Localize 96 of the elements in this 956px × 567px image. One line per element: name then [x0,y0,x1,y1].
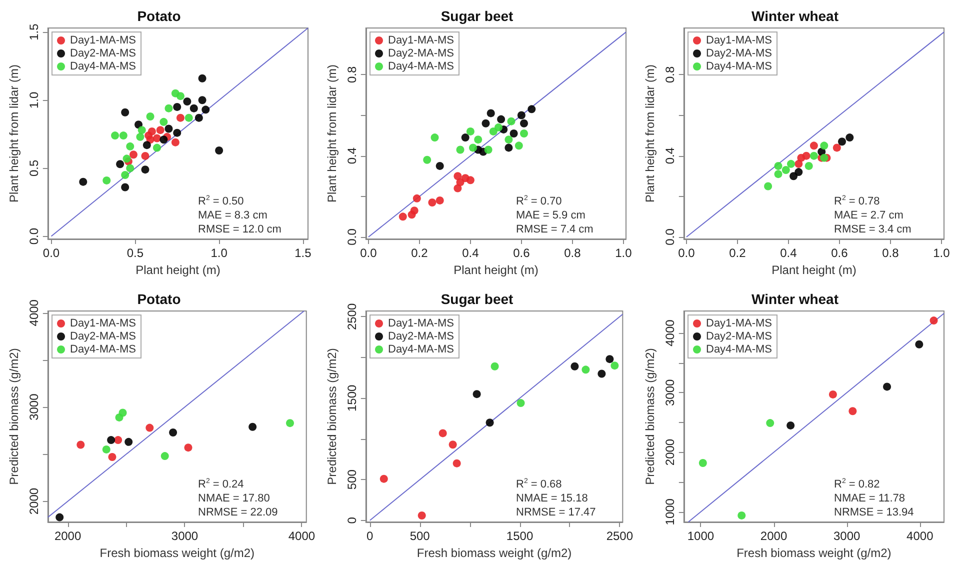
y-tick-label: 1.0 [26,91,41,108]
annotation: NRMSE = 22.09 [198,506,278,518]
chart-title: Winter wheat [752,8,839,24]
y-tick-label: 0.0 [344,228,359,246]
x-tick-label: 0.0 [678,246,696,260]
y-axis-title: Predicted biomass (g/m2) [325,348,339,485]
annotation: NRMSE = 13.94 [834,506,914,518]
x-tick-label: 0.4 [462,246,480,260]
chart-title: Winter wheat [752,291,839,307]
x-tick-label: 0.6 [513,246,530,260]
legend-label: Day1-MA-MS [388,318,454,330]
y-tick-label: 2000 [26,488,41,515]
y-tick-label: 0.8 [662,66,677,84]
x-tick-label: 1500 [506,529,534,543]
y-tick-label: 2000 [662,438,677,466]
annotation: RMSE = 7.4 cm [516,224,594,236]
x-tick-label: 500 [410,529,430,543]
y-tick-label: 0.4 [662,147,677,164]
legend-label: Day2-MA-MS [706,330,772,342]
x-tick-label: 4000 [906,529,934,543]
legend-label: Day4-MA-MS [70,60,136,72]
y-axis-title: Plant height from lidar (m) [325,64,339,203]
legend-label: Day2-MA-MS [706,48,772,60]
x-tick-label: 0.8 [882,246,900,260]
x-tick-label: 0.2 [729,246,746,260]
x-tick-label: 1.0 [615,246,632,260]
y-tick-label: 0.0 [662,228,677,246]
x-axis-title: Plant height (m) [772,262,856,277]
x-tick-label: 0.4 [780,246,798,260]
y-tick-label: 1.5 [26,23,41,40]
annotation: MAE = 2.7 cm [834,210,904,222]
x-tick-label: 1000 [687,529,714,543]
x-tick-label: 0.5 [126,246,144,260]
x-tick-label: 4000 [288,529,316,543]
x-tick-label: 0.0 [42,246,60,260]
y-axis-title: Predicted biomass (g/m2) [643,348,657,485]
x-tick-label: 0.6 [831,246,848,260]
legend-label: Day4-MA-MS [388,60,454,72]
y-tick-label: 1500 [344,384,359,412]
y-tick-label: 0.5 [26,160,41,177]
chart-title: Sugar beet [440,8,514,24]
y-tick-label: 4000 [26,299,41,326]
legend-label: Day1-MA-MS [706,34,772,46]
legend-label: Day4-MA-MS [706,60,772,72]
x-tick-label: 0 [366,529,374,543]
annotation: NMAE = 15.18 [516,492,588,504]
y-axis-title: Plant height from lidar (m) [7,64,21,203]
x-tick-label: 1.0 [210,246,228,260]
x-tick-label: 1.0 [933,246,950,260]
y-tick-label: 4000 [662,319,677,346]
x-axis-title: Fresh biomass weight (g/m2) [736,546,892,560]
legend-label: Day4-MA-MS [706,344,772,356]
x-tick-label: 3000 [171,529,198,543]
legend-label: Day4-MA-MS [388,344,454,356]
legend-label: Day2-MA-MS [388,330,454,342]
x-tick-label: 0.8 [564,246,582,260]
x-axis-title: Fresh biomass weight (g/m2) [100,546,254,560]
annotation: MAE = 8.3 cm [198,210,268,222]
legend-label: Day1-MA-MS [388,34,454,46]
y-tick-label: 0 [344,516,359,524]
x-tick-label: 2500 [606,529,634,543]
y-tick-label: 0.0 [26,228,41,245]
legend-label: Day2-MA-MS [388,48,454,60]
x-axis-title: Plant height (m) [454,262,538,277]
x-tick-label: 3000 [833,529,860,543]
legend-label: Day1-MA-MS [70,34,136,46]
legend-label: Day1-MA-MS [706,318,772,330]
annotation: NRMSE = 17.47 [516,506,596,518]
x-tick-label: 1.5 [294,246,312,260]
y-tick-label: 3000 [662,378,677,406]
annotation: RMSE = 3.4 cm [834,224,912,236]
y-tick-label: 0.4 [344,147,359,164]
annotation: NMAE = 17.80 [198,492,270,504]
annotation: RMSE = 12.0 cm [198,224,282,236]
y-tick-label: 500 [344,469,359,490]
x-tick-label: 2000 [54,529,82,543]
y-tick-label: 2500 [344,303,359,330]
y-tick-label: 3000 [26,393,41,420]
legend-label: Day1-MA-MS [70,318,136,330]
x-axis-title: Plant height (m) [136,262,220,277]
annotation: NMAE = 11.78 [834,492,906,504]
legend-label: Day4-MA-MS [70,344,136,356]
y-tick-label: 0.8 [344,66,359,84]
x-axis-title: Fresh biomass weight (g/m2) [416,546,572,560]
y-axis-title: Predicted biomass (g/m2) [7,348,21,485]
y-tick-label: 1000 [662,498,677,526]
chart-title: Potato [137,291,181,307]
legend-label: Day2-MA-MS [70,48,136,60]
chart-title: Potato [137,8,181,24]
legend-label: Day2-MA-MS [70,330,136,342]
annotation: MAE = 5.9 cm [516,210,586,222]
chart-title: Sugar beet [440,291,514,307]
y-axis-title: Plant height from lidar (m) [643,64,657,203]
x-tick-label: 0.0 [360,246,378,260]
x-tick-label: 2000 [760,529,788,543]
x-tick-label: 0.2 [411,246,428,260]
